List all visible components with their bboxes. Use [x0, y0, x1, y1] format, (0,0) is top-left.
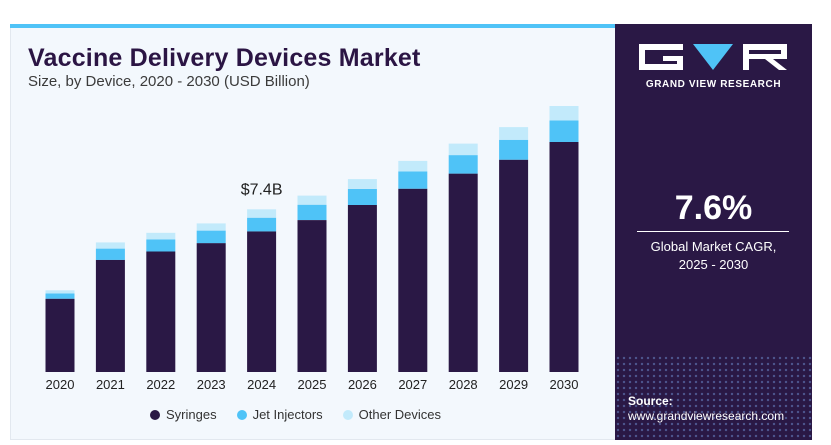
legend-swatch-jet-injectors [236, 409, 247, 420]
bar-jet-injectors-2020 [45, 293, 75, 299]
bar-syringes-2025 [297, 220, 327, 372]
bar-jet-injectors-2030 [549, 120, 579, 142]
x-tick-label-2023: 2023 [197, 377, 226, 392]
annotation-2024: $7.4B [241, 181, 283, 198]
panel-dot-pattern [615, 355, 812, 440]
cagr-label-line1: Global Market CAGR, [650, 239, 777, 254]
legend-label-syringes: Syringes [166, 407, 217, 422]
cagr-value: 7.6% [674, 189, 753, 227]
bar-other-devices-2025 [297, 195, 327, 205]
source-note: Source: www.grandviewresearch.com [628, 394, 784, 424]
cagr-label: Global Market CAGR, 2025 - 2030 [615, 238, 812, 274]
chart-legend: Syringes Jet Injectors Other Devices [150, 407, 441, 422]
bar-syringes-2029 [499, 159, 529, 372]
source-label: Source: [628, 394, 673, 408]
legend-swatch-other-devices [342, 409, 353, 420]
bar-syringes-2027 [398, 188, 428, 372]
bar-syringes-2022 [146, 251, 176, 372]
bar-other-devices-2029 [499, 127, 529, 140]
legend-item-syringes: Syringes [150, 407, 217, 422]
x-tick-label-2028: 2028 [449, 377, 478, 392]
legend-label-jet-injectors: Jet Injectors [252, 407, 323, 422]
legend-item-other-devices: Other Devices [342, 407, 442, 422]
legend-label-other-devices: Other Devices [358, 407, 442, 422]
bar-other-devices-2023 [196, 223, 226, 231]
x-tick-label-2025: 2025 [298, 377, 327, 392]
bar-syringes-2030 [549, 141, 579, 372]
bar-jet-injectors-2025 [297, 204, 327, 220]
bar-other-devices-2024 [247, 209, 277, 218]
cagr-label-line2: 2025 - 2030 [678, 257, 749, 272]
bar-jet-injectors-2026 [347, 188, 377, 205]
x-tick-label-2020: 2020 [46, 377, 75, 392]
x-tick-label-2024: 2024 [247, 377, 276, 392]
x-tick-label-2022: 2022 [146, 377, 175, 392]
bar-jet-injectors-2028 [448, 155, 478, 174]
bar-syringes-2020 [45, 298, 75, 372]
info-panel: GRAND VIEW RESEARCH 7.6% Global Market C… [615, 24, 812, 440]
brand-name: GRAND VIEW RESEARCH [645, 79, 782, 90]
accent-line [10, 24, 615, 28]
bar-other-devices-2027 [398, 160, 428, 172]
source-url: www.grandviewresearch.com [628, 409, 785, 423]
bar-jet-injectors-2022 [146, 239, 176, 252]
x-tick-label-2027: 2027 [398, 377, 427, 392]
bar-jet-injectors-2024 [247, 217, 277, 232]
bar-other-devices-2028 [448, 143, 478, 156]
legend-item-jet-injectors: Jet Injectors [236, 407, 323, 422]
chart-title: Vaccine Delivery Devices Market [28, 44, 421, 72]
gvr-logo-icon [639, 44, 787, 70]
bar-syringes-2024 [247, 231, 277, 372]
chart-subtitle: Size, by Device, 2020 - 2030 (USD Billio… [28, 73, 310, 90]
bar-other-devices-2026 [347, 179, 377, 189]
bar-syringes-2023 [196, 243, 226, 372]
bar-jet-injectors-2021 [95, 248, 125, 260]
bar-syringes-2021 [95, 259, 125, 372]
bar-jet-injectors-2023 [196, 230, 226, 244]
bar-other-devices-2021 [95, 242, 125, 249]
bar-jet-injectors-2029 [499, 139, 529, 160]
bar-jet-injectors-2027 [398, 171, 428, 189]
cagr-divider [637, 231, 789, 232]
x-tick-label-2021: 2021 [96, 377, 125, 392]
x-tick-label-2029: 2029 [499, 377, 528, 392]
bar-other-devices-2020 [45, 290, 75, 294]
x-tick-label-2026: 2026 [348, 377, 377, 392]
bar-syringes-2028 [448, 173, 478, 372]
bar-syringes-2026 [347, 205, 377, 372]
bar-other-devices-2022 [146, 232, 176, 240]
x-tick-label-2030: 2030 [550, 377, 579, 392]
legend-swatch-syringes [150, 409, 160, 420]
stacked-bar-chart: 2020 2021 2022 2023 2024 2025 2026 2027 2028 2029… [45, 106, 579, 392]
bar-other-devices-2030 [549, 106, 579, 121]
